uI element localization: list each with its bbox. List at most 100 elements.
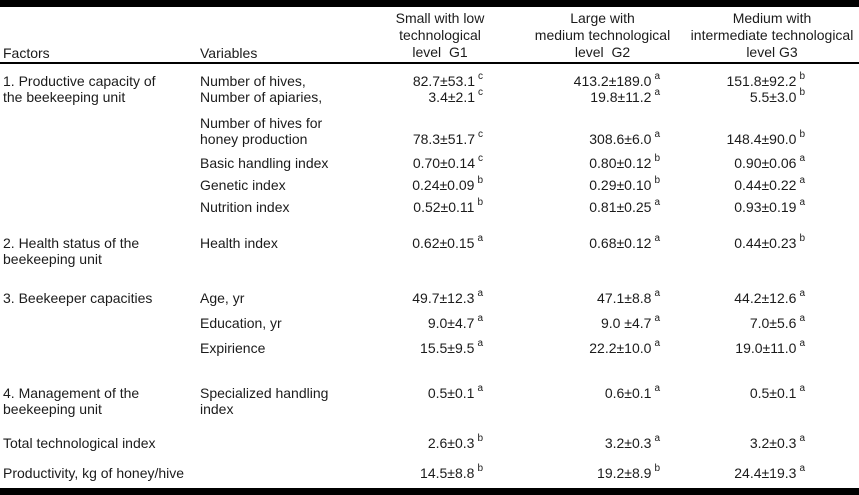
- value-cell-g2: 0.81±0.25 a: [589, 197, 660, 215]
- significance-letter: b: [654, 153, 660, 165]
- significance-letter: b: [477, 175, 483, 187]
- table-row: Number of apiaries, 3.4±2.1 c 19.8±11.2 a …: [200, 87, 859, 105]
- table-header-rule: [0, 62, 859, 64]
- value-cell-g1: 14.5±8.8 b: [420, 463, 483, 481]
- table-row: Expirience 15.5±9.5 a 22.2±10.0 a 19.0±11.…: [200, 338, 859, 356]
- significance-letter: a: [799, 175, 805, 187]
- factor-section-management: 4. Management of the beekeeping unit Spe…: [0, 383, 859, 417]
- variable-cell: Specialized handling index: [200, 385, 329, 417]
- value-cell-g3: 0.5±0.1 a: [749, 383, 805, 401]
- variable-cell: Basic handling index: [200, 155, 329, 171]
- significance-letter: c: [478, 71, 483, 83]
- variables-column-header: Variables: [200, 45, 258, 61]
- factor-cell: 1. Productive capacity of the beekeeping…: [3, 73, 156, 105]
- table-row: Number of hives for honey production 78.…: [200, 115, 859, 147]
- significance-letter: a: [654, 71, 660, 83]
- table-row: Basic handling index 0.70±0.14 c 0.80±0.1…: [200, 153, 859, 171]
- value-cell-g3: 5.5±3.0 b: [749, 87, 805, 105]
- significance-letter: c: [478, 87, 483, 99]
- significance-letter: a: [654, 197, 660, 209]
- significance-letter: a: [799, 288, 805, 300]
- significance-letter: a: [799, 313, 805, 325]
- significance-letter: a: [799, 197, 805, 209]
- significance-letter: a: [654, 129, 660, 141]
- value-cell-g2: 0.68±0.12 a: [589, 233, 660, 251]
- table-row: Nutrition index 0.52±0.11 b 0.81±0.25 a 0.…: [200, 197, 859, 215]
- summary-label: Productivity, kg of honey/hive: [3, 465, 185, 481]
- table-top-rule: [0, 0, 859, 7]
- value-cell-g1: 0.52±0.11 b: [413, 197, 483, 215]
- significance-letter: a: [654, 338, 660, 350]
- factor-cell: 3. Beekeeper capacities: [3, 290, 153, 306]
- significance-letter: a: [654, 383, 660, 395]
- significance-letter: a: [654, 288, 660, 300]
- significance-letter: a: [477, 233, 483, 245]
- value-cell-g2: 22.2±10.0 a: [589, 338, 660, 356]
- factors-column-header: Factors: [3, 45, 50, 61]
- value-cell-g3: 0.90±0.06 a: [734, 153, 805, 171]
- value-cell-g2: 9.0 ±4.7 a: [600, 313, 660, 331]
- factor-cell: 2. Health status of the beekeeping unit: [3, 235, 140, 267]
- summary-label: Total technological index: [3, 435, 156, 451]
- value-cell-g2: 3.2±0.3 a: [604, 433, 660, 451]
- significance-letter: b: [477, 197, 483, 209]
- significance-letter: c: [478, 153, 483, 165]
- value-cell-g2: 47.1±8.8 a: [597, 288, 660, 306]
- group-g3-header: Medium with intermediate technological l…: [690, 10, 854, 60]
- table-row: Specialized handling index 0.5±0.1 a 0.6±…: [200, 383, 859, 417]
- factor-section-beekeeper-capacities: 3. Beekeeper capacities Age, yr 49.7±12.…: [0, 288, 859, 356]
- value-cell-g1: 0.70±0.14 c: [412, 153, 483, 171]
- significance-letter: b: [799, 87, 805, 99]
- variable-cell: Nutrition index: [200, 199, 290, 215]
- value-cell-g2: 19.2±8.9 b: [597, 463, 660, 481]
- value-cell-g1: 3.4±2.1 c: [428, 87, 483, 105]
- significance-letter: a: [477, 338, 483, 350]
- value-cell-g1: 0.24±0.09 b: [412, 175, 483, 193]
- significance-letter: a: [654, 233, 660, 245]
- value-cell-g2: 413.2±189.0 a: [573, 71, 660, 89]
- value-cell-g2: 19.8±11.2 a: [590, 87, 660, 105]
- significance-letter: a: [477, 383, 483, 395]
- table-row: Education, yr 9.0±4.7 a 9.0 ±4.7 a 7.0±5.6…: [200, 313, 859, 331]
- significance-letter: a: [477, 288, 483, 300]
- value-cell-g3: 19.0±11.0 a: [735, 338, 805, 356]
- variable-cell: Genetic index: [200, 177, 286, 193]
- value-cell-g3: 0.93±0.19 a: [734, 197, 805, 215]
- variable-cell: Education, yr: [200, 315, 282, 331]
- variable-cell: Number of hives,: [200, 73, 306, 89]
- significance-letter: a: [477, 313, 483, 325]
- value-cell-g3: 7.0±5.6 a: [749, 313, 805, 331]
- significance-letter: b: [654, 463, 660, 475]
- value-cell-g1: 82.7±53.1 c: [412, 71, 483, 89]
- group-g1-header: Small with low technological level G1: [395, 10, 485, 60]
- significance-letter: b: [654, 175, 660, 187]
- table-row: Genetic index 0.24±0.09 b 0.29±0.10 b 0.44…: [200, 175, 859, 193]
- factor-section-productive-capacity: 1. Productive capacity of the beekeeping…: [0, 71, 859, 215]
- significance-letter: b: [477, 463, 483, 475]
- value-cell-g3: 151.8±92.2 b: [726, 71, 805, 89]
- significance-letter: b: [799, 71, 805, 83]
- table-row: Age, yr 49.7±12.3 a 47.1±8.8 a 44.2±12.6 a: [200, 288, 859, 306]
- summary-row-total-index: Total technological index 2.6±0.3 b 3.2±0…: [0, 433, 859, 451]
- factor-cell: 4. Management of the beekeeping unit: [3, 385, 140, 417]
- value-cell-g1: 9.0±4.7 a: [427, 313, 483, 331]
- variable-cell: Expirience: [200, 340, 266, 356]
- value-cell-g3: 3.2±0.3 a: [749, 433, 805, 451]
- significance-letter: a: [799, 433, 805, 445]
- value-cell-g2: 0.6±0.1 a: [604, 383, 660, 401]
- value-cell-g3: 44.2±12.6 a: [734, 288, 805, 306]
- value-cell-g2: 0.29±0.10 b: [589, 175, 660, 193]
- variable-cell: Age, yr: [200, 290, 245, 306]
- significance-letter: b: [799, 233, 805, 245]
- value-cell-g3: 24.4±19.3 a: [734, 463, 805, 481]
- variable-cell: Health index: [200, 235, 278, 251]
- value-cell-g3: 0.44±0.22 a: [734, 175, 805, 193]
- variable-cell: Number of hives for honey production: [200, 115, 323, 147]
- significance-letter: c: [478, 129, 483, 141]
- value-cell-g3: 0.44±0.23 b: [734, 233, 805, 251]
- value-cell-g1: 0.62±0.15 a: [412, 233, 483, 251]
- variable-cell: Number of apiaries,: [200, 89, 323, 105]
- significance-letter: a: [799, 338, 805, 350]
- value-cell-g1: 15.5±9.5 a: [420, 338, 483, 356]
- significance-letter: a: [654, 313, 660, 325]
